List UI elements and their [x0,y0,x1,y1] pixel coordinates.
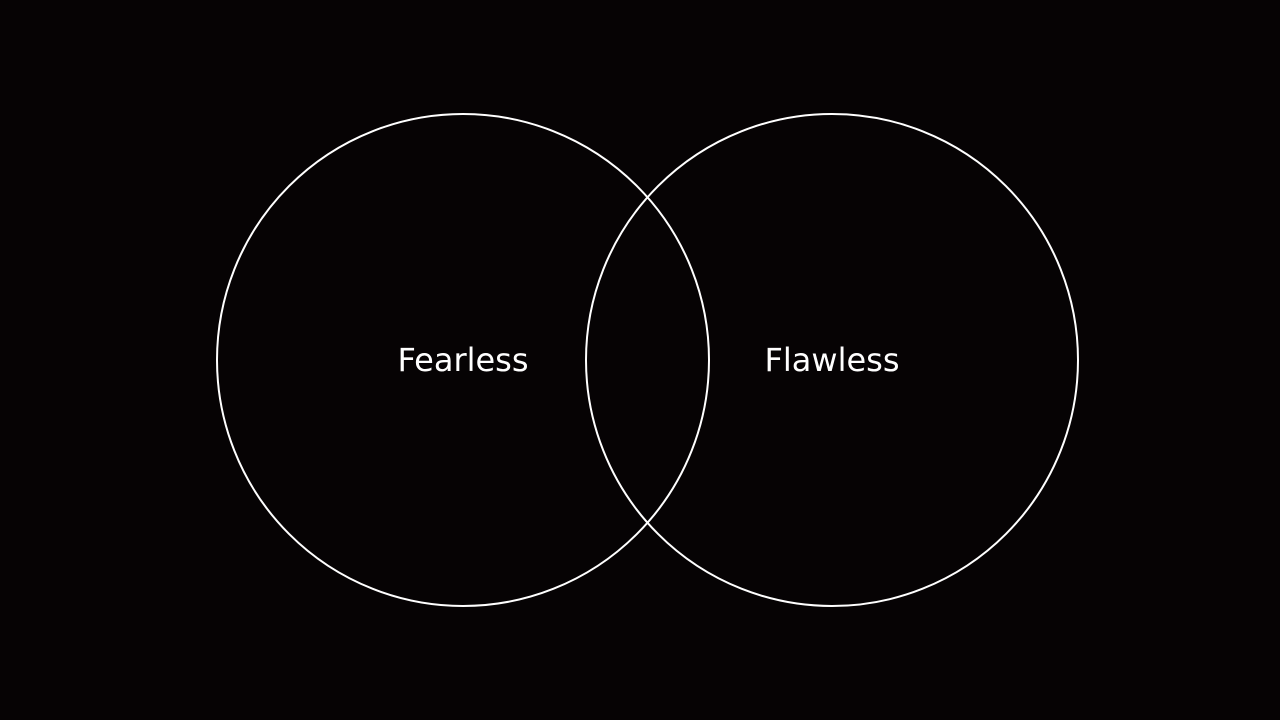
venn-label-right: Flawless [764,341,900,379]
venn-circle-right [585,113,1079,607]
venn-label-left: Fearless [397,341,529,379]
venn-circle-left [216,113,710,607]
